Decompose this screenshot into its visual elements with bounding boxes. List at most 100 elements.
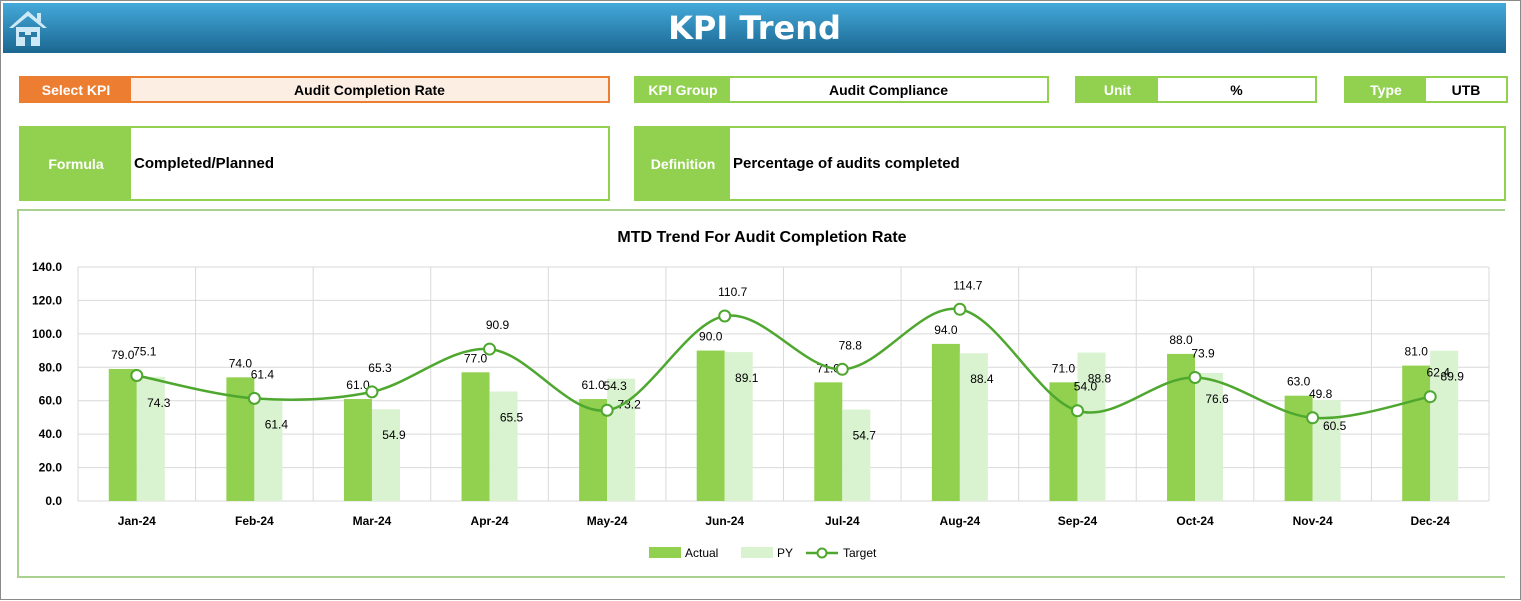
target-data-label: 61.4	[251, 367, 275, 381]
target-data-label: 90.9	[486, 318, 510, 332]
legend-py-label: PY	[777, 546, 793, 560]
py-data-label: 88.8	[1088, 372, 1112, 386]
formula-value: Completed/Planned	[131, 128, 608, 199]
py-bar	[489, 391, 518, 501]
py-bar	[254, 398, 283, 501]
legend-target-marker	[816, 547, 828, 559]
formula-label: Formula	[21, 128, 131, 199]
chart-container	[17, 209, 1505, 578]
page-title: KPI Trend	[668, 9, 841, 47]
y-tick-label: 80.0	[39, 360, 63, 374]
target-data-label: 54.3	[603, 379, 627, 393]
chart-title: MTD Trend For Audit Completion Rate	[617, 229, 906, 246]
actual-bar	[343, 399, 372, 501]
actual-data-label: 94.0	[934, 323, 958, 337]
actual-bar	[931, 343, 960, 501]
y-tick-label: 100.0	[32, 327, 62, 341]
target-point	[483, 342, 497, 356]
py-data-label: 54.9	[382, 428, 406, 442]
py-data-label: 73.2	[617, 398, 641, 412]
target-point	[1423, 390, 1437, 404]
x-tick-label: Sep-24	[1058, 514, 1098, 528]
actual-data-label: 63.0	[1287, 375, 1311, 389]
actual-bar	[579, 399, 608, 501]
py-data-label: 54.7	[853, 429, 877, 443]
y-tick-label: 40.0	[39, 427, 63, 441]
target-data-label: 65.3	[368, 361, 392, 375]
target-data-label: 114.7	[953, 278, 982, 292]
y-tick-label: 120.0	[32, 293, 62, 307]
actual-bar	[1402, 365, 1431, 501]
py-bar	[842, 409, 871, 501]
actual-bar	[108, 368, 137, 501]
target-data-label: 49.8	[1309, 387, 1333, 401]
py-bar	[371, 409, 400, 501]
py-bar	[136, 376, 165, 501]
py-data-label: 60.5	[1323, 419, 1347, 433]
py-data-label: 89.1	[735, 371, 759, 385]
y-tick-label: 20.0	[39, 461, 63, 475]
header-bar: KPI Trend	[3, 3, 1506, 53]
py-bar	[724, 352, 753, 501]
legend-py-swatch	[741, 547, 773, 558]
formula-field: Formula Completed/Planned	[19, 126, 610, 201]
target-data-label: 54.0	[1074, 380, 1098, 394]
legend-actual-label: Actual	[685, 546, 718, 560]
x-tick-label: Aug-24	[940, 514, 981, 528]
target-point	[953, 302, 967, 316]
definition-label: Definition	[636, 128, 730, 199]
actual-data-label: 61.0	[346, 378, 370, 392]
y-tick-label: 140.0	[32, 260, 62, 274]
actual-data-label: 88.0	[1169, 333, 1193, 347]
select-kpi-field[interactable]: Select KPI Audit Completion Rate	[19, 76, 610, 103]
definition-value: Percentage of audits completed	[730, 128, 1504, 199]
actual-data-label: 81.0	[1405, 345, 1429, 359]
home-icon[interactable]	[7, 8, 49, 48]
x-tick-label: Dec-24	[1411, 514, 1451, 528]
actual-bar	[696, 350, 725, 501]
target-data-label: 75.1	[133, 344, 157, 358]
target-point	[1188, 370, 1202, 384]
actual-data-label: 74.0	[229, 356, 253, 370]
py-bar	[1195, 372, 1224, 501]
actual-data-label: 71.0	[1052, 361, 1076, 375]
py-data-label: 89.9	[1441, 370, 1465, 384]
unit-field: Unit %	[1075, 76, 1317, 103]
unit-value: %	[1158, 78, 1315, 101]
py-bar	[1430, 350, 1459, 501]
actual-data-label: 90.0	[699, 330, 723, 344]
x-tick-label: Oct-24	[1176, 514, 1214, 528]
target-point	[1070, 404, 1084, 418]
x-tick-label: Jan-24	[118, 514, 156, 528]
y-tick-label: 0.0	[45, 494, 62, 508]
x-tick-label: Jun-24	[705, 514, 744, 528]
py-bar	[959, 353, 988, 501]
target-point	[600, 403, 614, 417]
x-tick-label: May-24	[587, 514, 628, 528]
py-data-label: 76.6	[1205, 392, 1229, 406]
x-tick-label: Mar-24	[353, 514, 392, 528]
target-data-label: 73.9	[1191, 346, 1215, 360]
type-value: UTB	[1426, 78, 1506, 101]
py-data-label: 65.5	[500, 411, 524, 425]
x-tick-label: Nov-24	[1293, 514, 1333, 528]
target-point	[835, 362, 849, 376]
x-tick-label: Jul-24	[825, 514, 860, 528]
actual-data-label: 79.0	[111, 348, 135, 362]
py-bar	[1077, 352, 1106, 501]
py-data-label: 88.4	[970, 372, 994, 386]
y-tick-label: 60.0	[39, 394, 63, 408]
actual-bar	[814, 382, 843, 501]
target-point	[247, 391, 261, 405]
target-point	[365, 385, 379, 399]
kpi-group-value: Audit Compliance	[730, 78, 1047, 101]
legend-actual-swatch	[649, 547, 681, 558]
py-data-label: 74.3	[147, 396, 171, 410]
target-point	[130, 368, 144, 382]
select-kpi-label: Select KPI	[21, 78, 131, 101]
type-label: Type	[1346, 78, 1426, 101]
target-point	[718, 309, 732, 323]
select-kpi-dropdown[interactable]: Audit Completion Rate	[131, 78, 608, 101]
target-data-label: 62.4	[1427, 366, 1451, 380]
